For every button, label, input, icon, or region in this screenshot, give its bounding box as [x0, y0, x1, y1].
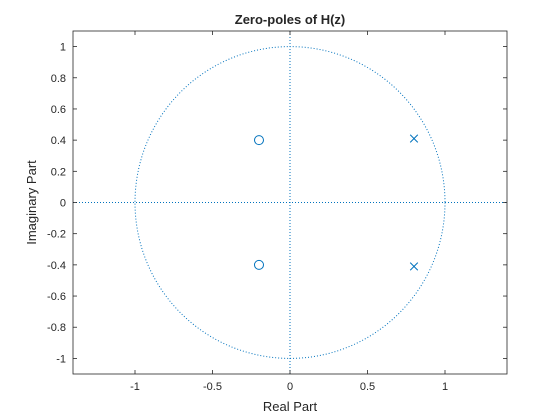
x-tick-label: -0.5	[203, 381, 222, 393]
y-axis: -1 -0.8 -0.6 -0.4 -0.2 0 0.2 0.4 0.6 0.8 1	[47, 42, 507, 365]
zero-marker-0	[254, 135, 264, 146]
y-tick-label: 0.6	[51, 104, 66, 116]
x-tick-label: 1	[442, 381, 448, 393]
y-tick-label: -0.2	[47, 229, 66, 241]
x-tick-label: 0.5	[360, 381, 375, 393]
x-axis-label: Real Part	[263, 399, 318, 414]
y-tick-label: 0	[60, 198, 66, 210]
zero-marker-1	[254, 259, 264, 270]
x-tick-label: 0	[287, 381, 293, 393]
unit-circle	[134, 46, 446, 359]
y-tick-label: 0.2	[51, 166, 66, 178]
plot-content	[73, 31, 507, 374]
y-tick-label: -1	[56, 353, 66, 365]
y-tick-label: 0.8	[51, 73, 66, 85]
x-tick-label: -1	[130, 381, 140, 393]
y-tick-label: -0.8	[47, 322, 66, 334]
plot-area	[72, 30, 508, 375]
pole-marker-0	[409, 134, 419, 143]
x-axis: -1 -0.5 0 0.5 1	[130, 31, 448, 393]
y-tick-label: -0.4	[47, 260, 66, 272]
y-tick-label: 0.4	[51, 135, 66, 147]
pole-marker-1	[409, 262, 419, 271]
y-tick-label: 1	[60, 42, 66, 54]
y-axis-label: Imaginary Part	[24, 160, 39, 245]
chart-title: Zero-poles of H(z)	[235, 12, 346, 27]
y-tick-label: -0.6	[47, 291, 66, 303]
